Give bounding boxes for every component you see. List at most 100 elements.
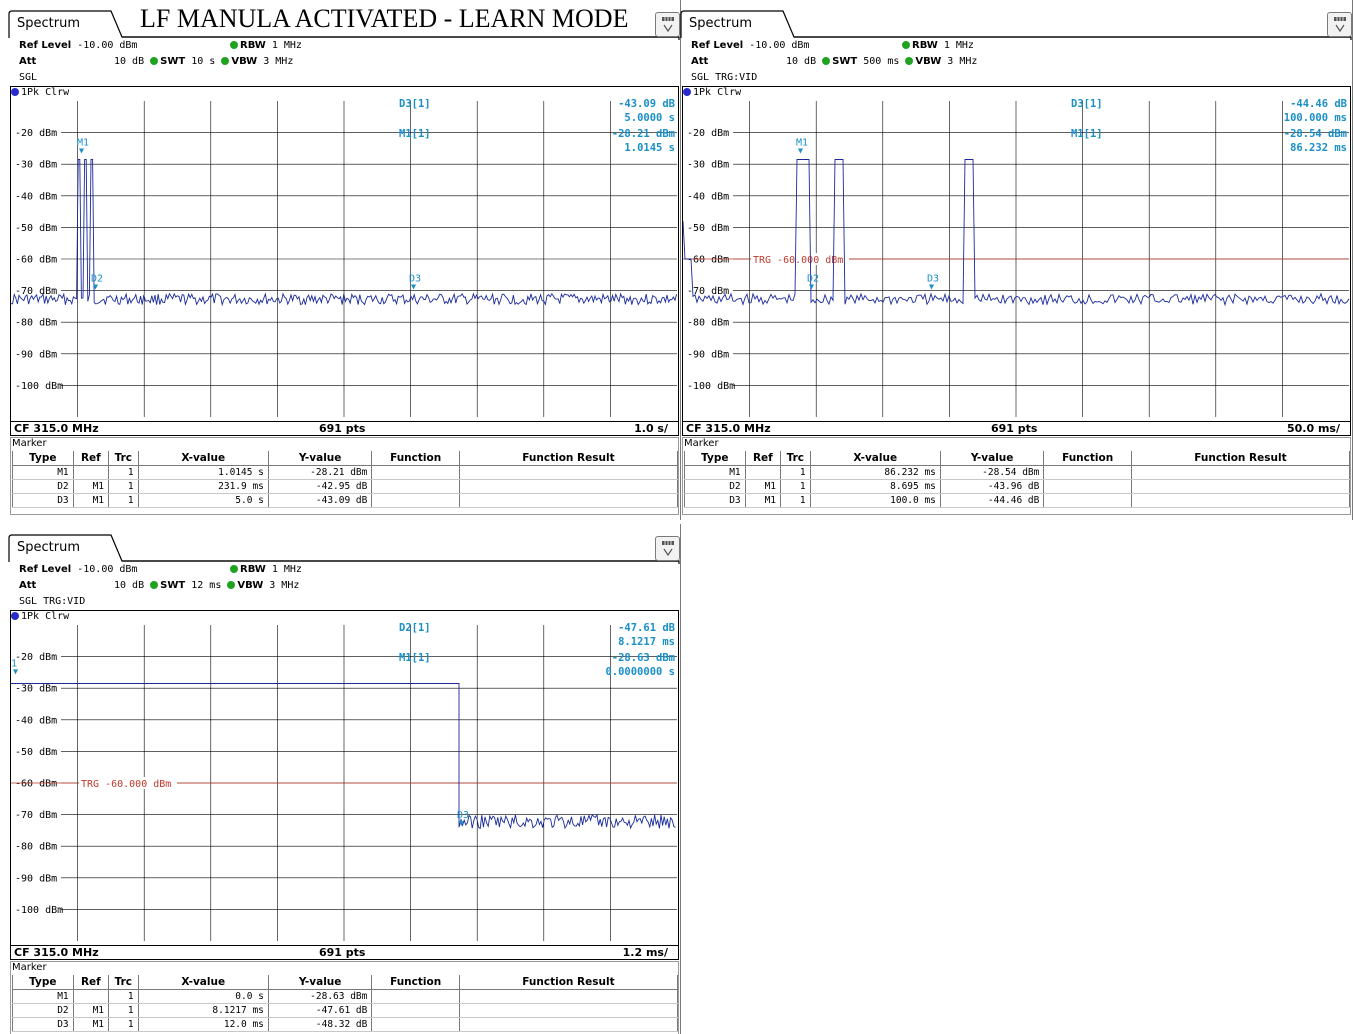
- col-header-y-value[interactable]: Y-value: [267, 451, 373, 466]
- cell-trc: 1: [108, 493, 139, 508]
- table-row[interactable]: D2 M1 1 8.1217 ms -47.61 dB: [12, 1003, 679, 1018]
- col-header-type[interactable]: Type: [12, 451, 74, 466]
- tab-spectrum[interactable]: Spectrum: [689, 16, 752, 31]
- att-row: Att: [691, 56, 709, 67]
- table-row[interactable]: D2 M1 1 8.695 ms -43.96 dB: [684, 479, 1351, 494]
- rbw-row: RBW 1 MHz: [230, 40, 302, 51]
- tab-spectrum[interactable]: Spectrum: [17, 540, 80, 555]
- table-row[interactable]: D2 M1 1 231.9 ms -42.95 dB: [12, 479, 679, 494]
- marker-table: Marker Type Ref Trc X-value Y-value Function F…: [10, 961, 679, 1034]
- plot-marker-label: D3: [409, 273, 421, 284]
- table-row[interactable]: M1 1 86.232 ms -28.54 dBm: [684, 465, 1351, 480]
- sweep-points: 691 pts: [991, 422, 1038, 435]
- y-axis-label: -50 dBm: [15, 223, 57, 234]
- spectrum-plot[interactable]: 1Pk Clrw -20 dBm -30 dBm -40 dBm -50 dBm -60…: [10, 610, 679, 960]
- spectrum-panel-3: Spectrum Ref Level -10.00 dBm RBW 1 MHz …: [8, 524, 681, 1034]
- cell-type: D3: [12, 493, 74, 508]
- center-frequency: CF 315.0 MHz: [14, 422, 99, 435]
- cell-empty: [458, 1017, 679, 1032]
- col-header-ref[interactable]: Ref: [744, 451, 782, 466]
- y-axis-label: -100 dBm: [15, 381, 63, 392]
- marker-table-title: Marker: [12, 438, 47, 449]
- cell-type: D2: [12, 479, 74, 494]
- col-header-y-value[interactable]: Y-value: [267, 975, 373, 990]
- att-value-row: 10 dB SWT 10 s VBW 3 MHz: [114, 56, 294, 67]
- rbw-row: RBW 1 MHz: [230, 564, 302, 575]
- cell-empty: [458, 465, 679, 480]
- table-row[interactable]: D3 M1 1 5.0 s -43.09 dB: [12, 493, 679, 508]
- cell-type: D3: [12, 1017, 74, 1032]
- trace-line: [11, 159, 678, 307]
- cell-y: -47.61 dB: [267, 1003, 373, 1018]
- readout-sub: 0.0000000 s: [605, 666, 675, 678]
- readout-sub: 100.000 ms: [1284, 112, 1347, 124]
- plot-marker-icon: [929, 284, 934, 290]
- cell-empty: [458, 1003, 679, 1018]
- plot-footer: CF 315.0 MHz 691 pts 50.0 ms/: [683, 421, 1350, 435]
- y-axis-label: -70 dBm: [687, 286, 729, 297]
- spectrum-plot[interactable]: 1Pk Clrw -20 dBm -30 dBm -40 dBm -50 dBm -60…: [10, 86, 679, 436]
- col-header-function-result[interactable]: Function Result: [458, 975, 679, 990]
- col-header-x-value[interactable]: X-value: [137, 451, 269, 466]
- col-header-x-value[interactable]: X-value: [137, 975, 269, 990]
- plot-marker-label: D2: [91, 273, 103, 284]
- table-row[interactable]: D3 M1 1 12.0 ms -48.32 dB: [12, 1017, 679, 1032]
- cell-ref: M1: [744, 479, 782, 494]
- y-axis-label: -80 dBm: [15, 842, 57, 853]
- spectrum-plot[interactable]: 1Pk Clrw -20 dBm -30 dBm -40 dBm -50 dBm -60…: [682, 86, 1351, 436]
- readout-value: -47.61 dB: [618, 622, 675, 634]
- sweep-mode: SGL TRG:VID: [19, 596, 86, 607]
- cell-ref: M1: [72, 493, 110, 508]
- readout-value: -28.54 dBm: [1284, 128, 1347, 140]
- table-row[interactable]: M1 1 1.0145 s -28.21 dBm: [12, 465, 679, 480]
- plot-marker-label: D3: [927, 273, 939, 284]
- panel-border: [1352, 0, 1354, 520]
- col-header-trc[interactable]: Trc: [780, 451, 811, 466]
- col-header-function-result[interactable]: Function Result: [458, 451, 679, 466]
- col-header-trc[interactable]: Trc: [108, 975, 139, 990]
- table-menu-icon[interactable]: [655, 12, 680, 37]
- cell-y: -28.21 dBm: [267, 465, 373, 480]
- table-row[interactable]: M1 1 0.0 s -28.63 dBm: [12, 989, 679, 1004]
- col-header-y-value[interactable]: Y-value: [939, 451, 1045, 466]
- tab-spectrum[interactable]: Spectrum: [17, 16, 80, 31]
- tab-outline: [680, 10, 1352, 40]
- cell-ref: M1: [72, 1017, 110, 1032]
- col-header-type[interactable]: Type: [12, 975, 74, 990]
- cell-trc: 1: [108, 1017, 139, 1032]
- spectrum-panel-1: Spectrum Ref Level -10.00 dBm RBW 1 MHz …: [8, 0, 681, 520]
- y-axis-label: -90 dBm: [15, 873, 57, 884]
- center-frequency: CF 315.0 MHz: [686, 422, 771, 435]
- col-header-x-value[interactable]: X-value: [809, 451, 941, 466]
- cell-empty: [371, 465, 460, 480]
- cell-empty: [1043, 493, 1132, 508]
- table-menu-icon[interactable]: [655, 536, 680, 561]
- readout-value: -43.09 dB: [618, 98, 675, 110]
- col-header-function[interactable]: Function: [1043, 451, 1132, 466]
- readout-sub: 1.0145 s: [624, 142, 675, 154]
- table-row[interactable]: D3 M1 1 100.0 ms -44.46 dB: [684, 493, 1351, 508]
- trigger-label-bg: [751, 253, 849, 265]
- trigger-label-bg: [79, 777, 177, 789]
- cell-trc: 1: [780, 465, 811, 480]
- col-header-function[interactable]: Function: [371, 451, 460, 466]
- plot-marker-label: D2: [807, 273, 819, 284]
- table-menu-icon[interactable]: [1327, 12, 1352, 37]
- col-header-ref[interactable]: Ref: [72, 975, 110, 990]
- col-header-ref[interactable]: Ref: [72, 451, 110, 466]
- plot-footer: CF 315.0 MHz 691 pts 1.0 s/: [11, 421, 678, 435]
- col-header-trc[interactable]: Trc: [108, 451, 139, 466]
- col-header-function-result[interactable]: Function Result: [1130, 451, 1351, 466]
- plot-marker-icon: [93, 284, 98, 290]
- y-axis-label: -100 dBm: [687, 381, 735, 392]
- cell-empty: [371, 1003, 460, 1018]
- y-axis-label: -90 dBm: [687, 349, 729, 360]
- readout-sub: 86.232 ms: [1290, 142, 1347, 154]
- cell-empty: [371, 989, 460, 1004]
- cell-ref: [72, 465, 110, 480]
- col-header-function[interactable]: Function: [371, 975, 460, 990]
- col-header-type[interactable]: Type: [684, 451, 746, 466]
- trace-line: [683, 159, 1350, 307]
- cell-trc: 1: [108, 1003, 139, 1018]
- plot-marker-label: D3: [457, 810, 469, 821]
